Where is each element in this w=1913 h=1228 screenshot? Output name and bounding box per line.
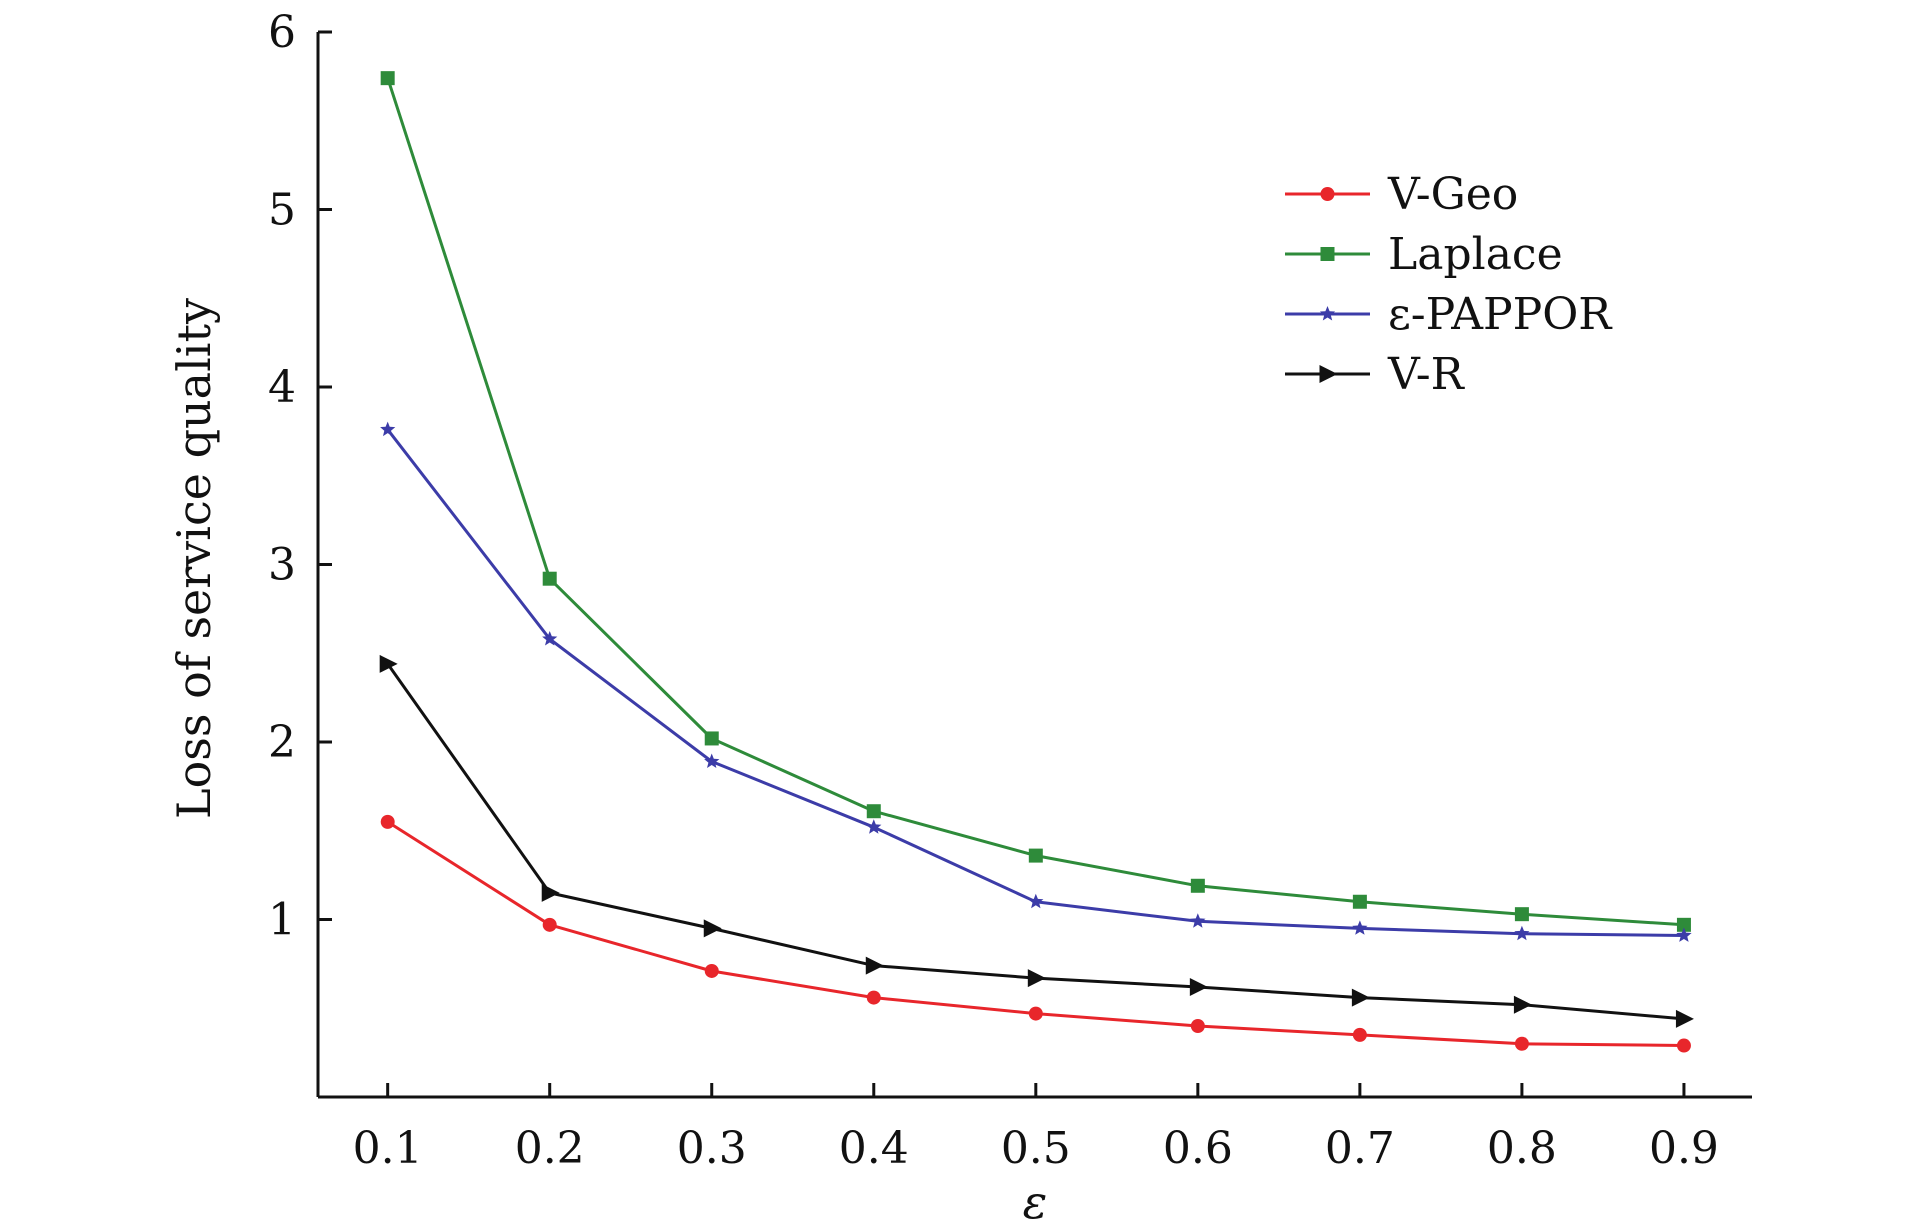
x-axis-label: ε [1023,1175,1048,1228]
x-tick-label: 0.7 [1325,1123,1395,1174]
data-point [865,956,884,975]
data-point [380,814,395,829]
data-point [380,421,396,437]
data-point [1190,913,1206,928]
series-v-geo [380,814,1691,1053]
x-tick-label: 0.4 [839,1123,909,1174]
y-axis-label: Loss of service quality [167,298,221,819]
x-tick-label: 0.2 [515,1123,585,1174]
data-point [1319,365,1338,383]
data-point [1190,878,1205,893]
data-point [703,919,722,938]
data-point [541,883,560,902]
series-pappor [380,421,1692,942]
data-point [1513,995,1532,1014]
y-tick-label: 3 [268,540,296,591]
data-point [704,731,719,746]
data-point [866,990,881,1005]
data-point [1676,917,1691,932]
data-point [1514,925,1530,941]
data-point [1351,988,1370,1007]
data-point [1514,907,1529,922]
x-tick-label: 0.8 [1487,1123,1557,1174]
axes: 1 2 3 4 5 6 0.1 0.2 0.3 0.4 0.5 0.6 0.7 0.8 0.9 [268,7,1752,1174]
series-layer [379,71,1694,1053]
y-tick-label: 6 [268,7,296,58]
data-point [1320,247,1335,261]
legend: V-Geo Laplace ε-PAPPOR V-R [1285,169,1613,400]
data-point [1027,969,1046,988]
series-v-r [379,654,1694,1028]
x-tick-label: 0.9 [1649,1123,1719,1174]
data-point [542,917,557,932]
legend-label: V-Geo [1387,169,1518,220]
data-point [1352,1027,1367,1042]
data-point [1028,893,1044,909]
data-point [866,804,881,819]
y-tick-label: 5 [268,185,296,236]
series-line [386,663,1685,1021]
data-point [1190,1019,1205,1033]
x-tick-label: 0.6 [1163,1123,1233,1174]
y-tick-label: 1 [268,895,296,946]
x-tick-label: 0.1 [353,1123,423,1174]
legend-item: V-Geo [1285,169,1518,220]
series-laplace [380,71,1691,932]
legend-label: Laplace [1388,229,1563,280]
data-point [1320,187,1335,201]
data-point [1189,977,1208,996]
data-point [380,71,395,86]
data-point [866,819,882,834]
data-point [1319,306,1336,321]
data-point [1675,1009,1694,1028]
data-point [379,654,398,673]
y-tick-label: 4 [268,362,296,413]
data-point [1028,848,1043,863]
data-point [1352,894,1367,909]
y-tick-label: 2 [268,717,296,768]
data-point [704,963,719,978]
data-point [1352,920,1368,935]
x-tick-label: 0.5 [1001,1123,1071,1174]
data-point [542,631,558,646]
data-point [1028,1006,1043,1021]
legend-item: ε-PAPPOR [1285,289,1613,340]
data-point [1676,1038,1691,1053]
data-point [1514,1036,1529,1051]
x-tick-label: 0.3 [677,1123,747,1174]
legend-item: Laplace [1285,229,1563,280]
data-point [704,753,720,768]
data-point [542,571,557,586]
legend-label: ε-PAPPOR [1388,289,1613,340]
data-point [1676,927,1692,942]
legend-item: V-R [1285,349,1466,400]
legend-label: V-R [1387,349,1466,400]
